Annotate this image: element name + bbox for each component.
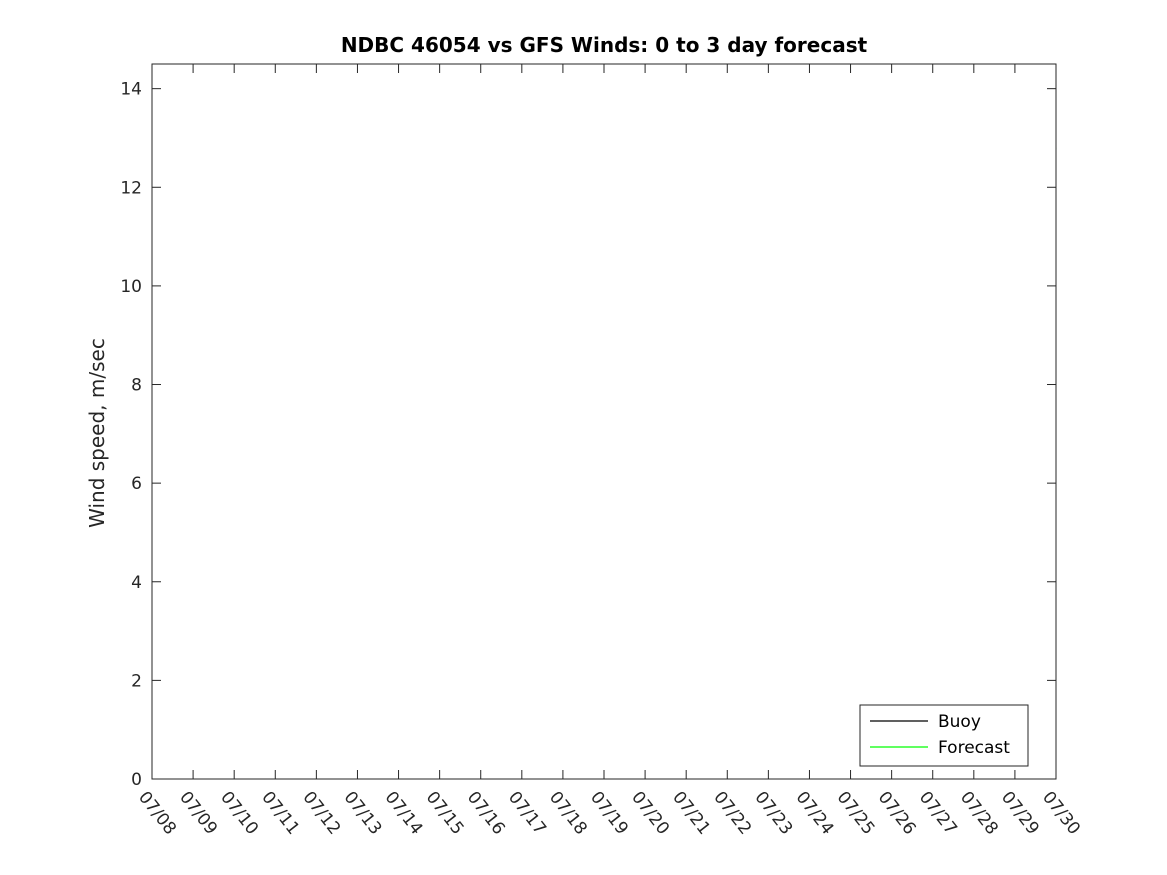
y-axis-label: Wind speed, m/sec xyxy=(85,338,109,528)
y-tick-label: 12 xyxy=(120,178,142,198)
y-tick-label: 8 xyxy=(131,376,142,396)
axes-box xyxy=(151,63,1057,780)
y-tick-label: 0 xyxy=(131,770,142,790)
legend-label: Forecast xyxy=(938,738,1010,758)
chart-title: NDBC 46054 vs GFS Winds: 0 to 3 day fore… xyxy=(341,33,868,57)
legend: Buoy Forecast xyxy=(859,704,1029,767)
y-tick-label: 4 xyxy=(131,573,142,593)
legend-box xyxy=(859,704,1029,767)
y-tick-label: 6 xyxy=(131,474,142,494)
legend-label: Buoy xyxy=(938,712,981,732)
y-tick-label: 14 xyxy=(120,80,142,100)
y-tick-label: 10 xyxy=(120,277,142,297)
y-tick-label: 2 xyxy=(131,671,142,691)
